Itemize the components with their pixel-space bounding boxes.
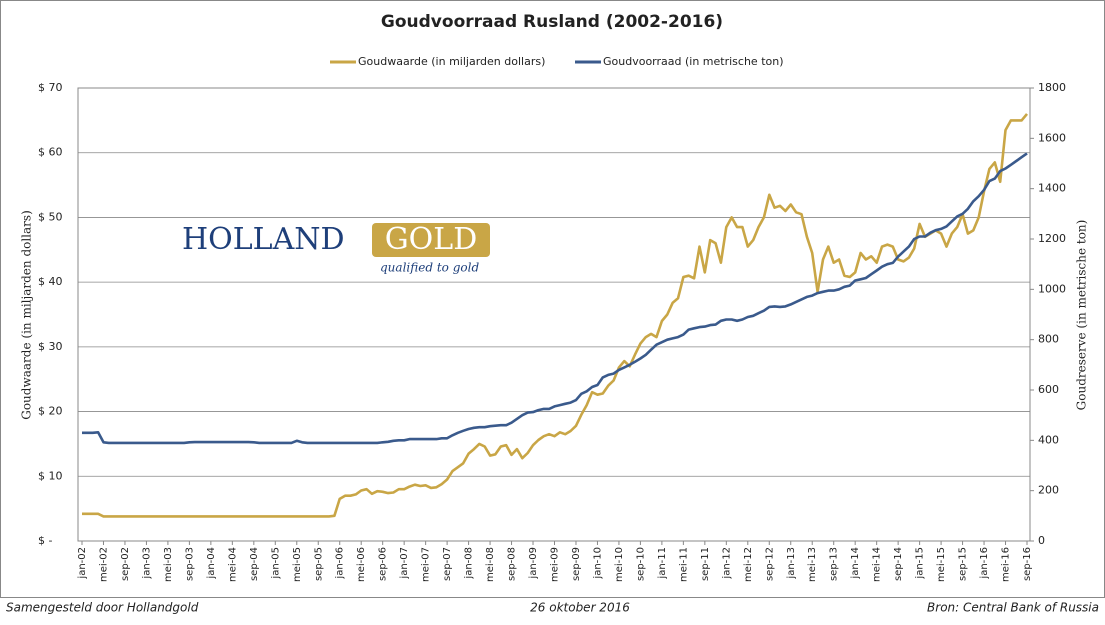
logo-word: HOLLAND <box>182 222 345 257</box>
x-tick-label: sep-03 <box>184 547 195 581</box>
y2-tick-label: 1000 <box>1038 282 1066 295</box>
x-tick-label: jan-07 <box>399 547 410 580</box>
footer-left: Samengesteld door Hollandgold <box>6 601 199 615</box>
y2-tick-label: 1800 <box>1038 81 1066 94</box>
x-tick-label: sep-15 <box>958 547 969 581</box>
y-tick-label: $ 50 <box>38 210 63 223</box>
x-tick-label: sep-10 <box>635 547 646 581</box>
x-tick-label: sep-02 <box>120 547 131 581</box>
logo: HOLLAND GOLD qualified to gold <box>182 222 490 275</box>
x-tick-label: mei-05 <box>292 547 303 582</box>
x-tick-label: mei-15 <box>936 547 947 582</box>
x-tick-label: jan-10 <box>592 547 603 580</box>
x-tick-label: mei-14 <box>872 547 883 582</box>
y-tick-label: $ 60 <box>38 146 63 159</box>
x-tick-label: mei-11 <box>678 547 689 582</box>
x-tick-label: mei-08 <box>485 547 496 582</box>
footer-right: Bron: Central Bank of Russia <box>927 601 1099 615</box>
y-tick-label: $ 10 <box>38 469 63 482</box>
y2-tick-label: 200 <box>1038 484 1059 497</box>
chart-title: Goudvoorraad Rusland (2002-2016) <box>381 12 723 32</box>
x-tick-label: mei-10 <box>614 547 625 582</box>
x-tick-label: jan-06 <box>335 547 346 580</box>
logo-word: GOLD <box>385 222 478 257</box>
x-tick-label: jan-08 <box>464 547 475 580</box>
x-tick-label: jan-14 <box>850 547 861 580</box>
x-tick-label: jan-04 <box>206 547 217 580</box>
y2-tick-label: 800 <box>1038 333 1059 346</box>
x-tick-label: mei-07 <box>421 547 432 582</box>
x-tick-label: mei-03 <box>163 547 174 582</box>
y2-tick-label: 0 <box>1038 534 1045 547</box>
x-tick-label: jan-15 <box>915 547 926 580</box>
x-tick-label: jan-05 <box>270 547 281 580</box>
x-tick-label: mei-02 <box>98 547 109 582</box>
x-tick-label: jan-11 <box>657 547 668 580</box>
x-tick-label: jan-03 <box>141 547 152 580</box>
x-tick-label: sep-08 <box>507 547 518 581</box>
x-tick-label: jan-16 <box>979 547 990 580</box>
x-tick-label: sep-05 <box>313 547 324 581</box>
x-tick-label: sep-07 <box>442 547 453 581</box>
x-tick-label: sep-16 <box>1022 547 1033 581</box>
x-tick-label: sep-06 <box>378 547 389 581</box>
x-tick-label: sep-13 <box>829 547 840 581</box>
x-tick-label: mei-09 <box>550 547 561 582</box>
y2-tick-label: 1600 <box>1038 131 1066 144</box>
y2-tick-label: 1400 <box>1038 182 1066 195</box>
x-tick-label: jan-02 <box>77 547 88 580</box>
x-tick-label: mei-04 <box>227 547 238 582</box>
legend-label: Goudvoorraad (in metrische ton) <box>603 55 784 68</box>
y-tick-label: $ 70 <box>38 81 63 94</box>
series-line <box>82 113 1028 518</box>
legend-label: Goudwaarde (in miljarden dollars) <box>358 55 545 68</box>
y2-axis-title: Goudreserve (in metrische ton) <box>1075 220 1089 411</box>
logo-tagline: qualified to gold <box>380 261 479 275</box>
y2-tick-label: 400 <box>1038 433 1059 446</box>
y2-tick-label: 1200 <box>1038 232 1066 245</box>
y2-tick-label: 600 <box>1038 383 1059 396</box>
series-line <box>82 152 1028 445</box>
x-tick-label: mei-06 <box>356 547 367 582</box>
x-tick-label: sep-12 <box>764 547 775 581</box>
y-axis-title: Goudwaarde (in miljarden dollars) <box>20 210 34 420</box>
x-tick-label: mei-12 <box>743 547 754 582</box>
logo-box <box>372 223 490 257</box>
x-tick-label: jan-13 <box>786 547 797 580</box>
y-tick-label: $ - <box>38 534 52 547</box>
chart-frame <box>0 0 1105 598</box>
x-tick-label: jan-09 <box>528 547 539 580</box>
x-tick-label: sep-14 <box>893 547 904 581</box>
x-tick-label: mei-16 <box>1001 547 1012 582</box>
x-tick-label: sep-11 <box>700 547 711 581</box>
x-tick-label: mei-13 <box>807 547 818 582</box>
y-tick-label: $ 30 <box>38 340 63 353</box>
x-tick-label: sep-04 <box>249 547 260 581</box>
x-tick-label: sep-09 <box>571 547 582 581</box>
footer-center: 26 oktober 2016 <box>530 601 630 615</box>
x-tick-label: jan-12 <box>721 547 732 580</box>
y-tick-label: $ 20 <box>38 405 63 418</box>
y-tick-label: $ 40 <box>38 275 63 288</box>
